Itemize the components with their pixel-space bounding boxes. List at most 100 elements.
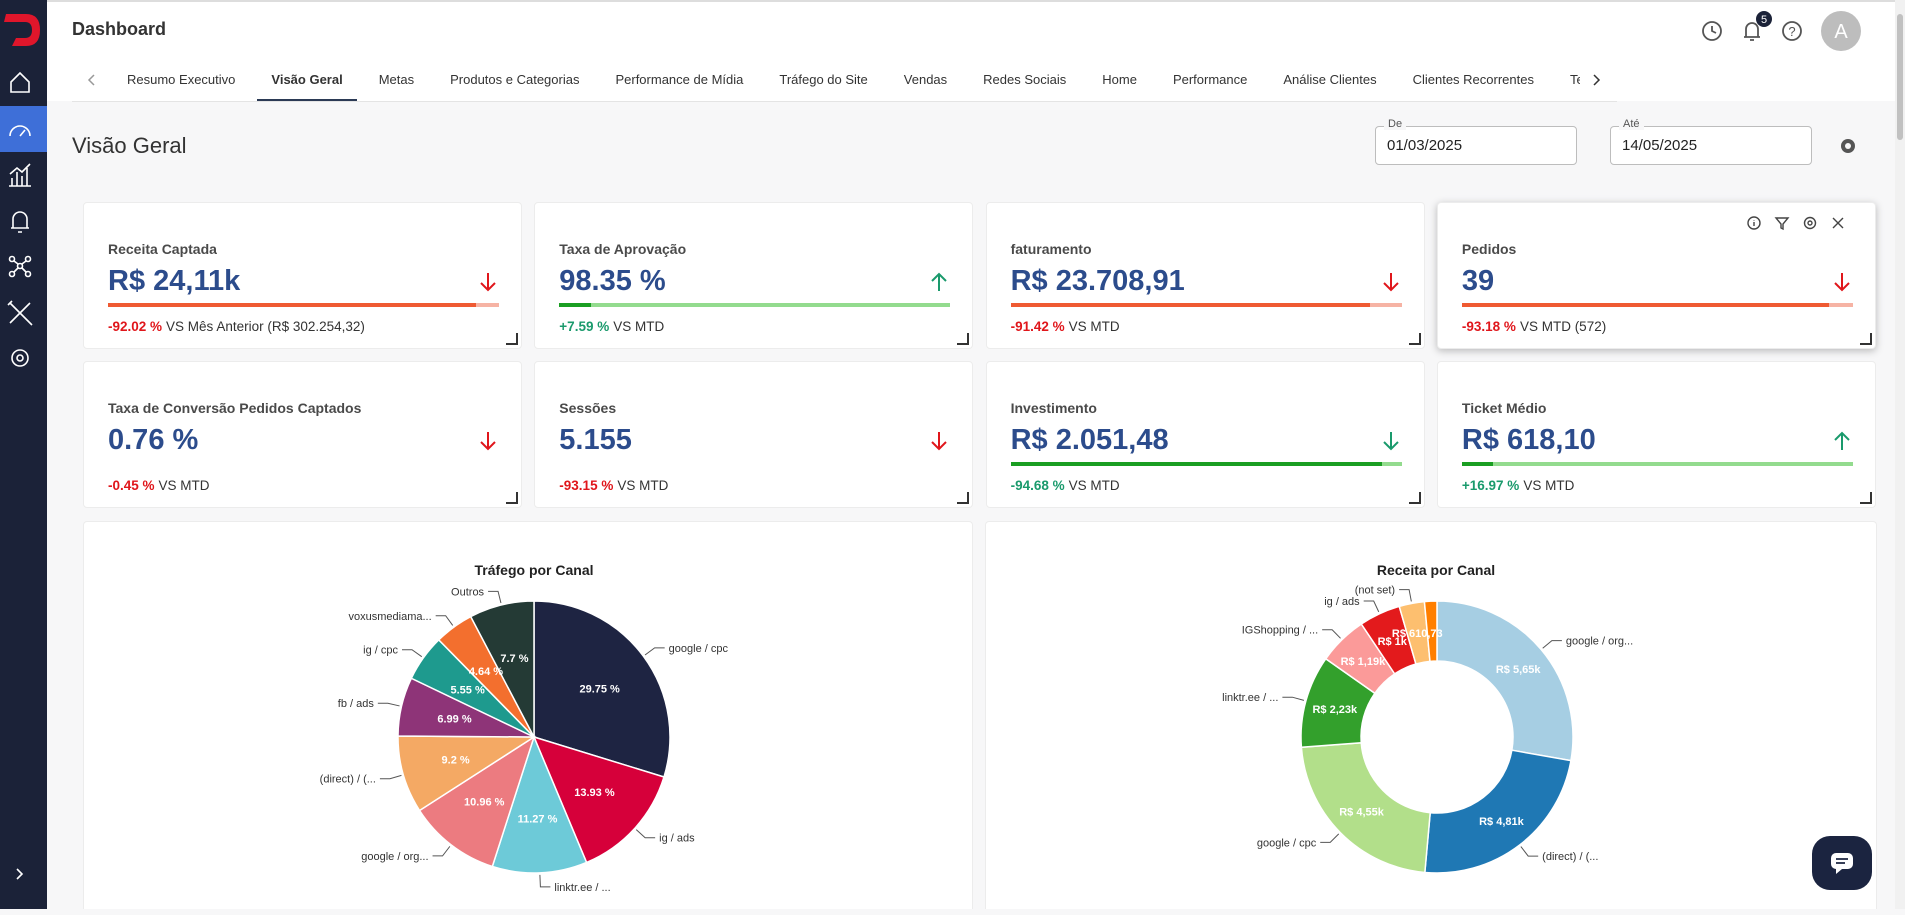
reports-icon[interactable] [9,163,31,187]
kpi-value: 39 [1461,265,1495,297]
change-value: -0.45 % [108,478,155,493]
tab[interactable]: Performance de Mídia [615,72,744,87]
trend-arrow [931,272,948,291]
tools-icon[interactable] [7,300,33,326]
progress-fill [1010,303,1371,307]
tab-bar: Resumo Executivo Visão Geral Metas Produtos… [118,70,1580,101]
card-settings-button[interactable] [1803,216,1817,230]
leader-line [402,649,423,658]
change-value: -91.42 % [1010,319,1065,334]
badge [1756,11,1772,27]
kpi-title: Taxa de Conversão Pedidos Captados [108,400,362,416]
tabs-next[interactable] [1588,70,1604,90]
close-button[interactable] [1832,217,1844,229]
tab[interactable]: Redes Sociais [983,72,1067,87]
slice-category-label: google / cpc [1257,837,1317,849]
tabs-prev[interactable] [84,70,100,90]
dashboard-icon[interactable] [9,125,31,137]
kpi-title: Ticket Médio [1461,400,1547,416]
chart-card: Receita por Canal R$ 5,65k google / org...… [985,521,1877,909]
slice-value-label: 13.93 % [574,787,615,799]
slice-category-label: ig / cpc [363,645,398,657]
card-toolbar [1747,216,1844,231]
change-comparison: VS MTD (572) [1519,319,1607,334]
bell [1744,22,1760,41]
trend-arrow [1382,432,1399,451]
change-comparison: VS MTD [1523,478,1575,493]
chart: Receita por Canal R$ 5,65k google / org...… [1222,562,1633,874]
change-value: +7.59 % [559,319,610,334]
history-button[interactable] [1702,21,1722,41]
info-button[interactable] [1747,216,1761,230]
arrow-shape [931,272,948,291]
node [24,270,32,278]
progress-track [559,303,951,307]
chevron-left [87,74,95,86]
settings-button[interactable] [1836,134,1860,158]
filter-button[interactable] [1774,217,1790,231]
slice-category-label: voxusmediama... [349,611,432,623]
kpi-value: R$ 24,11k [108,265,241,297]
slice [532,735,665,864]
avatar[interactable] [1821,11,1861,51]
tab[interactable]: Home [1102,72,1137,87]
chart: Tráfego por Canal 29.75 % google / cpc 13.9… [320,562,729,894]
help-button[interactable]: ? [1782,21,1802,41]
kpi-value: R$ 2.051,48 [1010,424,1169,456]
change-value: +16.97 % [1461,478,1520,493]
change-comparison: VS MTD [613,319,665,334]
chat-button[interactable] [1812,836,1872,890]
tab[interactable]: Te [1569,72,1580,87]
arrow-shape [1834,273,1850,292]
edges [13,260,27,273]
scrollbar-thumb[interactable] [1897,14,1903,140]
date-field[interactable]: De 01/03/2025 [1375,118,1577,165]
alerts-icon[interactable] [11,211,29,233]
slice-category-label: (direct) / (... [1542,851,1598,863]
tab[interactable]: Clientes Recorrentes [1412,72,1534,87]
gauge-arc [9,125,31,137]
home-icon[interactable] [10,71,30,93]
slice [533,600,671,778]
tab[interactable]: Metas [378,72,415,87]
bubble-lines [1836,858,1848,864]
clock-hands [1711,26,1717,34]
network-icon[interactable] [8,255,32,278]
notifications-button[interactable] [1744,22,1760,41]
slice-value-label: R$ 1k [1378,636,1408,648]
slice [418,735,536,868]
bubble-tail [1836,869,1842,874]
gear-ring [11,349,29,367]
date-field[interactable]: Até 14/05/2025 [1610,118,1812,165]
expand-chevron[interactable] [16,868,24,880]
slice-value-label: 6.99 % [437,714,471,726]
date-value: 01/03/2025 [1387,137,1463,154]
tab[interactable]: Performance [1172,72,1248,87]
tab[interactable]: Visão Geral [257,70,357,101]
slice-value-label: R$ 4,55k [1339,806,1385,818]
slice-value-label: R$ 1,19k [1341,656,1387,668]
slice-value-label: 10.96 % [464,797,505,809]
kpi-value: R$ 618,10 [1461,424,1596,456]
tab[interactable]: Vendas [903,72,948,87]
slice-value-label: 5.55 % [451,685,485,697]
settings-icon[interactable] [11,349,29,367]
slice-category-label: Outros [451,586,485,598]
change-comparison: VS Mês Anterior (R$ 302.254,32) [166,319,365,334]
kpi-title: Taxa de Aprovação [559,241,687,257]
slice-category-label: google / cpc [669,643,729,655]
tab-divider [72,101,1617,102]
home-shape [10,71,30,93]
page-title: Visão Geral [72,133,187,158]
tab[interactable]: Resumo Executivo [127,72,236,87]
arrow-shape [1382,432,1399,451]
date-label: De [1384,118,1407,130]
arrow-shape [480,273,496,292]
slice [1424,749,1572,874]
tab[interactable]: Tráfego do Site [779,72,868,87]
tab[interactable]: Produtos e Categorias [450,72,580,87]
tools-shape [7,300,33,326]
gear-hole [1845,143,1851,149]
slice [1436,600,1574,762]
tab[interactable]: Análise Clientes [1283,72,1377,87]
